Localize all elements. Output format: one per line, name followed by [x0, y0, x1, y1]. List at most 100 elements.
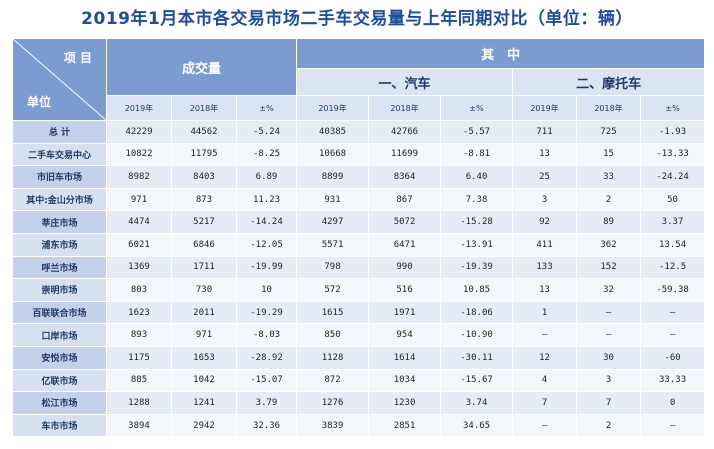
cell-car-2019: 572 — [296, 278, 370, 302]
cell-vol-2018: 11795 — [171, 142, 237, 167]
cell-vol-2019: 803 — [106, 278, 172, 302]
table-row: 二手车交易中心 10822 11795 -8.25 10668 11699 -8.81 13 1… — [12, 142, 706, 167]
row-unit-name: 百联联合市场 — [12, 300, 107, 325]
cell-vol-2019: 42229 — [106, 120, 172, 144]
header-volume-2019: 2019年 — [106, 95, 172, 121]
cell-moto-pct: -1.93 — [640, 120, 706, 144]
cell-moto-2019: 7 — [512, 391, 578, 415]
cell-car-pct: 3.74 — [440, 391, 514, 415]
row-unit-name: 呼兰市场 — [12, 255, 107, 280]
table-row: 总 计 42229 44562 -5.24 40385 42766 -5.57 711 725-… — [12, 120, 706, 144]
cell-car-pct: -8.81 — [440, 142, 514, 167]
cell-moto-pct: -24.24 — [640, 165, 706, 189]
cell-moto-2018: 7 — [576, 391, 642, 415]
header-corner-cell: 项 目 单位 — [12, 38, 107, 121]
cell-car-2018: 8364 — [368, 165, 442, 189]
cell-car-2018: 954 — [368, 323, 442, 347]
cell-car-2018: 990 — [368, 255, 442, 280]
cell-car-2018: 6471 — [368, 232, 442, 257]
table-row: 百联联合市场 1623 2011 -19.29 1615 1971 -18.06 1– – — [12, 300, 706, 325]
cell-vol-2019: 3894 — [106, 413, 172, 438]
cell-moto-2019: 1 — [512, 300, 578, 325]
cell-car-2019: 3839 — [296, 413, 370, 438]
table-row: 呼兰市场 1369 1711 -19.99 798 990 -19.39 133 152 -12.… — [12, 255, 706, 280]
cell-vol-2018: 1711 — [171, 255, 237, 280]
cell-car-pct: -19.39 — [440, 255, 514, 280]
cell-vol-pct: 11.23 — [235, 187, 298, 212]
cell-moto-pct: -13.33 — [640, 142, 706, 167]
cell-vol-2019: 893 — [106, 323, 172, 347]
cell-car-2018: 11699 — [368, 142, 442, 167]
cell-vol-2018: 1653 — [171, 345, 237, 370]
row-unit-name: 二手车交易中心 — [12, 142, 107, 167]
row-unit-name: 市旧车市场 — [12, 165, 107, 189]
header-volume-pct: ±% — [235, 95, 298, 121]
row-unit-name: 车市市场 — [12, 413, 107, 438]
table-row: 亿联市场 885 1042 -15.07 872 1034 -15.67 4 3 33.33 — [12, 368, 706, 393]
cell-vol-pct: -19.29 — [235, 300, 298, 325]
cell-moto-2019: 13 — [512, 142, 578, 167]
cell-car-pct: -15.28 — [440, 210, 514, 234]
row-unit-name: 其中:金山分市场 — [12, 187, 107, 212]
header-car-pct: ±% — [440, 95, 514, 121]
header-moto-2018: 2018年 — [576, 95, 642, 121]
cell-moto-2018: 152 — [576, 255, 642, 280]
cell-vol-2018: 2942 — [171, 413, 237, 438]
cell-moto-2018: 30 — [576, 345, 642, 370]
header-unit-label: 单位 — [27, 95, 52, 109]
cell-vol-2018: 873 — [171, 187, 237, 212]
cell-vol-pct: -12.05 — [235, 232, 298, 257]
cell-moto-pct: – — [640, 413, 706, 438]
header-car: 一、汽车 — [296, 68, 514, 96]
header-item-label: 项 目 — [63, 51, 92, 65]
row-unit-name: 松江市场 — [12, 391, 107, 415]
cell-vol-2019: 971 — [106, 187, 172, 212]
cell-vol-2019: 4474 — [106, 210, 172, 234]
cell-car-pct: -10.90 — [440, 323, 514, 347]
row-unit-name: 总 计 — [12, 120, 107, 144]
cell-car-pct: 10.85 — [440, 278, 514, 302]
header-car-2018: 2018年 — [368, 95, 442, 121]
table-row: 市旧车市场 8982 8403 6.89 8899 8364 6.40 25 33 -24.24 — [12, 165, 706, 189]
cell-moto-2019: 92 — [512, 210, 578, 234]
header-among: 其 中 — [296, 38, 706, 69]
cell-vol-2018: 971 — [171, 323, 237, 347]
cell-moto-2019: 13 — [512, 278, 578, 302]
cell-vol-pct: -8.03 — [235, 323, 298, 347]
header-moto-pct: ±% — [640, 95, 706, 121]
header-moto-2019: 2019年 — [512, 95, 578, 121]
cell-moto-pct: -59.38 — [640, 278, 706, 302]
cell-moto-2018: 2 — [576, 413, 642, 438]
cell-moto-pct: -12.5 — [640, 255, 706, 280]
cell-vol-pct: -28.92 — [235, 345, 298, 370]
cell-car-2019: 1615 — [296, 300, 370, 325]
cell-car-2018: 5072 — [368, 210, 442, 234]
cell-vol-2018: 5217 — [171, 210, 237, 234]
cell-car-pct: -13.91 — [440, 232, 514, 257]
cell-vol-2019: 8982 — [106, 165, 172, 189]
cell-moto-2019: 133 — [512, 255, 578, 280]
diagonal-divider — [13, 39, 106, 120]
cell-vol-pct: 3.79 — [235, 391, 298, 415]
cell-car-2019: 5571 — [296, 232, 370, 257]
cell-moto-2019: 25 — [512, 165, 578, 189]
cell-moto-2018: 3 — [576, 368, 642, 393]
cell-vol-2018: 6846 — [171, 232, 237, 257]
cell-moto-2018: – — [576, 323, 642, 347]
cell-car-pct: 6.40 — [440, 165, 514, 189]
cell-moto-pct: -60 — [640, 345, 706, 370]
cell-moto-2018: 33 — [576, 165, 642, 189]
cell-vol-2019: 1623 — [106, 300, 172, 325]
cell-vol-pct: -5.24 — [235, 120, 298, 144]
cell-car-2019: 1128 — [296, 345, 370, 370]
row-unit-name: 亿联市场 — [12, 368, 107, 393]
cell-vol-2019: 1175 — [106, 345, 172, 370]
cell-vol-pct: 6.89 — [235, 165, 298, 189]
cell-moto-2018: 32 — [576, 278, 642, 302]
table-row: 松江市场 1288 1241 3.79 1276 1230 3.74 7 7 0 — [12, 391, 706, 415]
cell-car-2019: 8899 — [296, 165, 370, 189]
cell-car-2018: 867 — [368, 187, 442, 212]
cell-car-2019: 4297 — [296, 210, 370, 234]
cell-vol-2018: 1042 — [171, 368, 237, 393]
table-row: 车市市场 3894 2942 32.36 3839 2851 34.65–2– — [12, 413, 706, 438]
